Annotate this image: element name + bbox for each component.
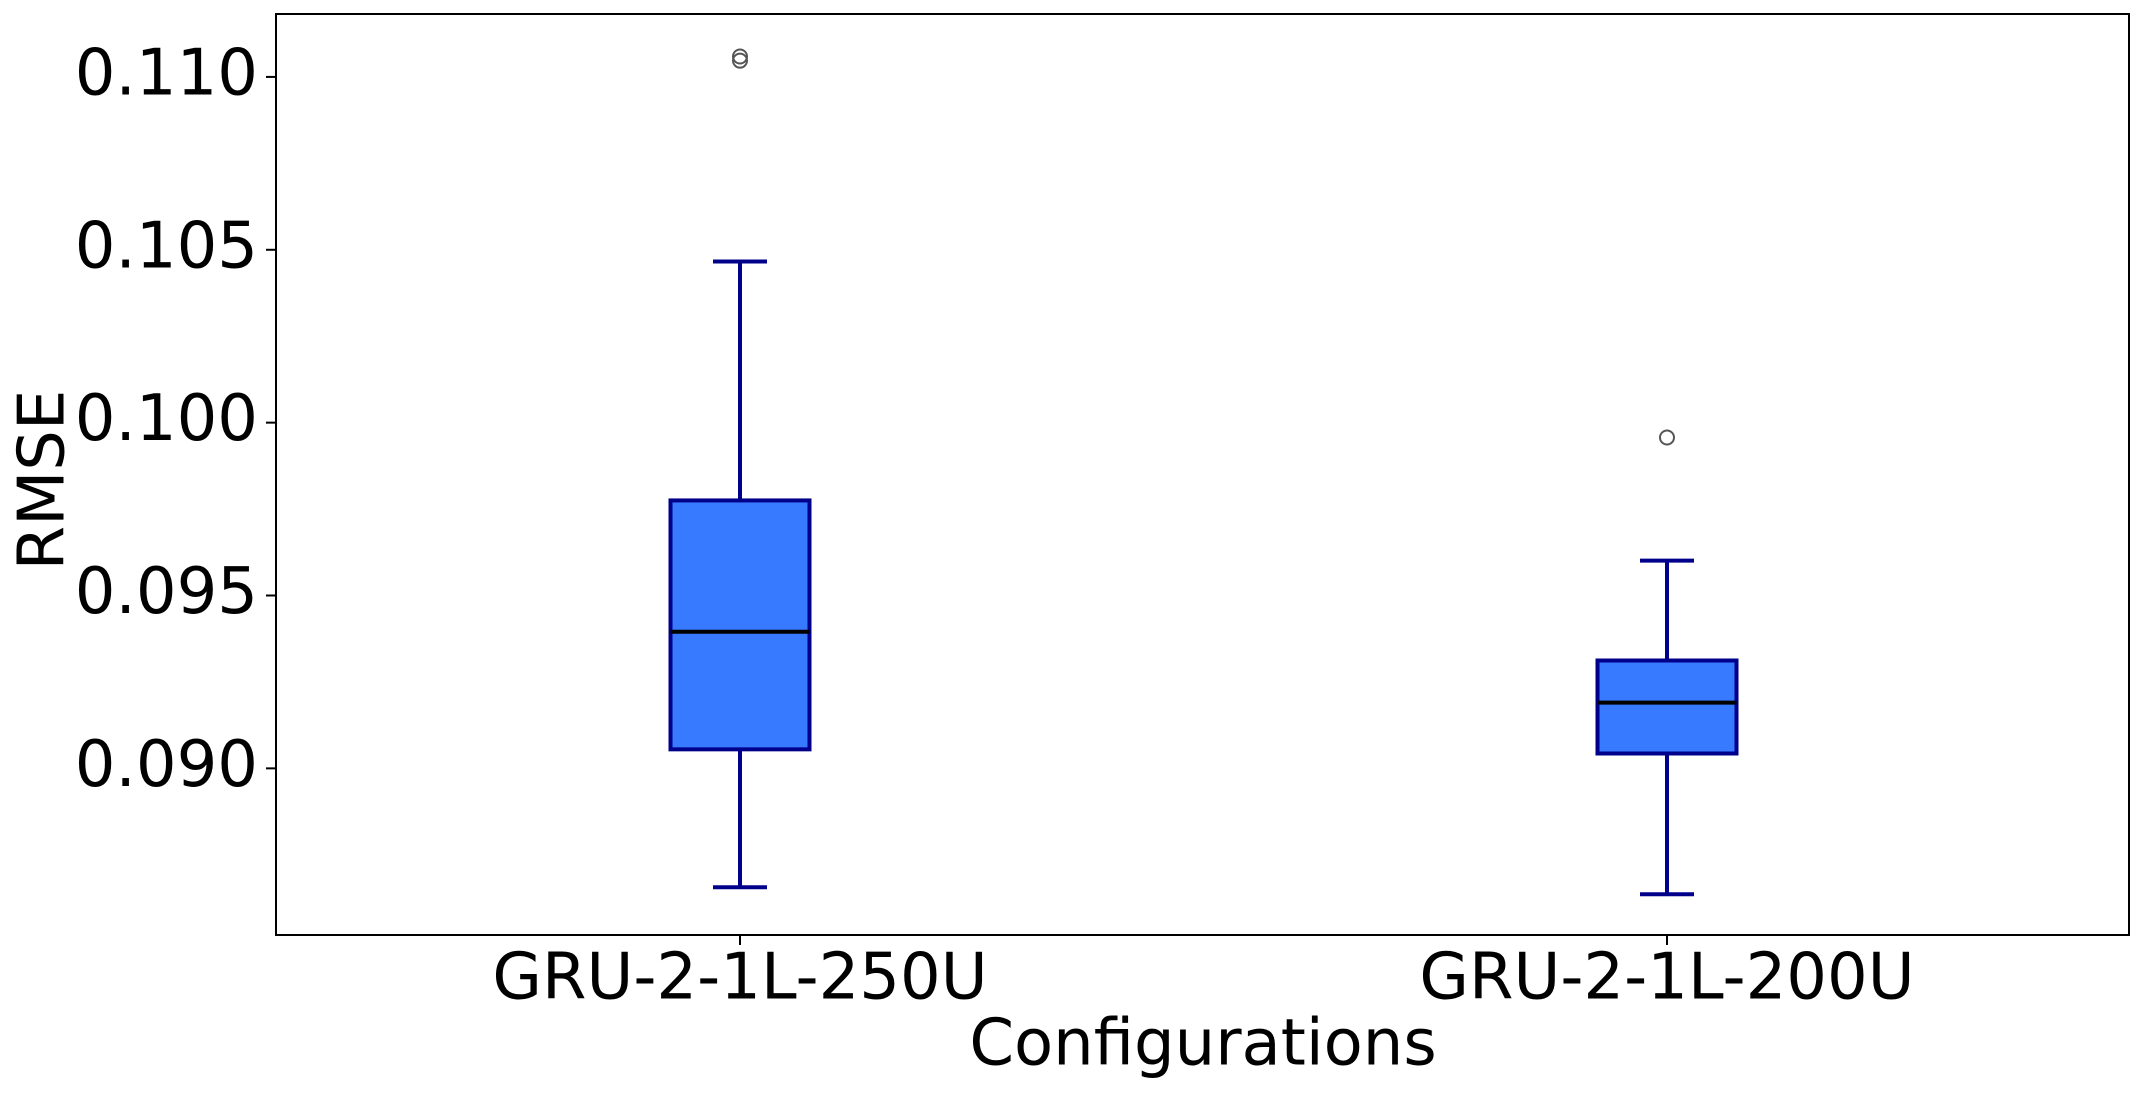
x-axis-label: Configurations bbox=[969, 1007, 1436, 1081]
box bbox=[668, 498, 812, 752]
y-tick-label: 0.105 bbox=[75, 209, 258, 283]
y-tick-label: 0.100 bbox=[75, 382, 258, 456]
outlier bbox=[732, 52, 748, 69]
x-tick-label: GRU-2-1L-200U bbox=[1419, 941, 1914, 1015]
outlier bbox=[732, 48, 748, 65]
y-tick-label: 0.090 bbox=[75, 728, 258, 802]
y-tick-label: 0.095 bbox=[75, 555, 258, 629]
outlier bbox=[1659, 429, 1675, 446]
plot-frame bbox=[275, 13, 2130, 936]
y-tick-label: 0.110 bbox=[75, 36, 258, 110]
box bbox=[1595, 658, 1739, 756]
y-axis-label: RMSE bbox=[6, 390, 80, 571]
x-tick-label: GRU-2-1L-250U bbox=[492, 941, 987, 1015]
